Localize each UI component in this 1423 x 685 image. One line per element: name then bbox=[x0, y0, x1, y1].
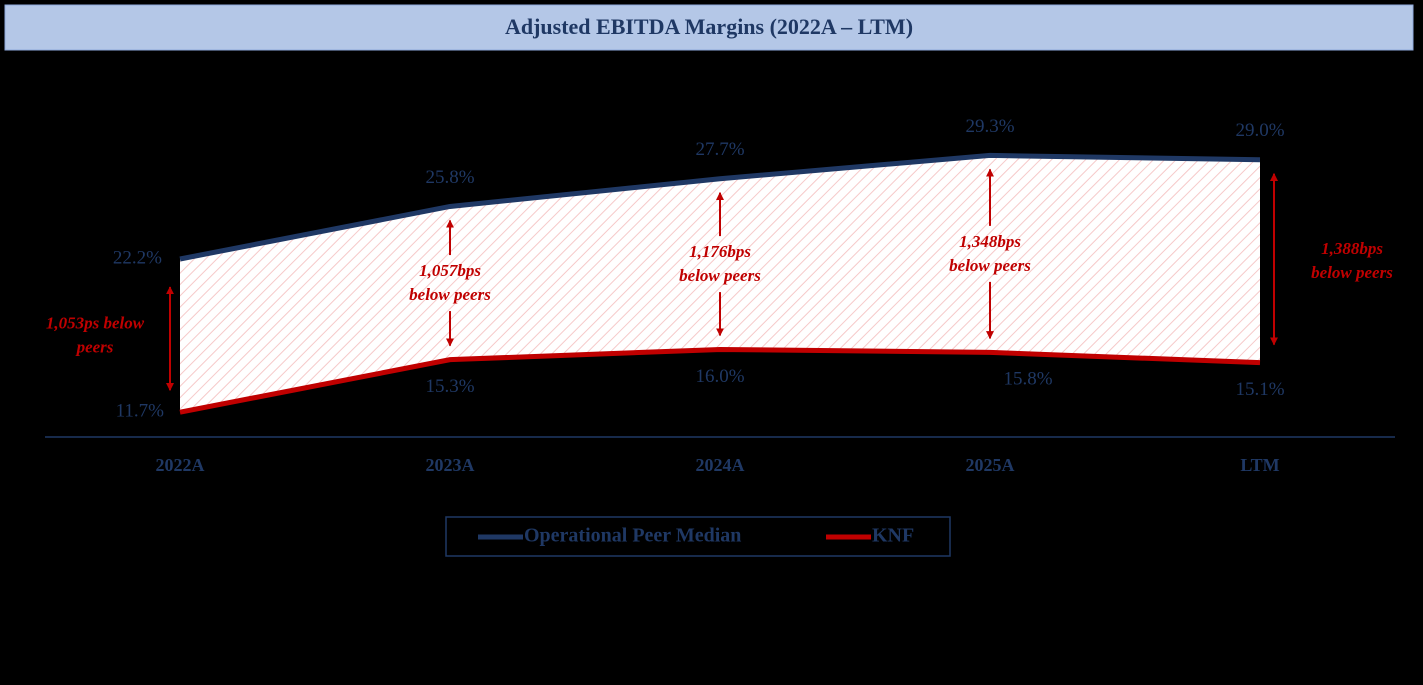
title-box bbox=[4, 4, 1414, 51]
value-label: 29.3% bbox=[965, 116, 1014, 137]
gap-annotation: 1,053ps below bbox=[46, 313, 145, 332]
legend-label: Operational Peer Median bbox=[524, 525, 741, 547]
chart-title: Adjusted EBITDA Margins (2022A – LTM) bbox=[505, 14, 913, 39]
x-tick-label: 2025A bbox=[966, 455, 1015, 475]
gap-annotation: 1,348bps bbox=[959, 232, 1021, 251]
x-tick-label: 2024A bbox=[696, 455, 745, 475]
value-label: 25.8% bbox=[425, 167, 474, 188]
gap-annotation: 1,057bps bbox=[419, 261, 481, 280]
value-label: 16.0% bbox=[695, 366, 744, 387]
value-label: 15.3% bbox=[425, 376, 474, 397]
value-label: 29.0% bbox=[1235, 120, 1284, 141]
series-line bbox=[179, 152, 1261, 262]
x-tick-label: LTM bbox=[1240, 455, 1279, 475]
value-label: 15.1% bbox=[1235, 379, 1284, 400]
value-label: 27.7% bbox=[695, 139, 744, 160]
gap-annotation: below peers bbox=[679, 266, 761, 285]
x-tick-label: 2022A bbox=[156, 455, 205, 475]
value-label: 22.2% bbox=[113, 247, 162, 268]
value-label: 11.7% bbox=[116, 401, 165, 422]
x-tick-label: 2023A bbox=[426, 455, 475, 475]
gap-annotation: below peers bbox=[949, 256, 1031, 275]
gap-annotation: 1,388bps bbox=[1321, 239, 1383, 258]
gap-annotation: below peers bbox=[409, 285, 491, 304]
gap-annotation: 1,176bps bbox=[689, 242, 751, 261]
legend-label: KNF bbox=[872, 525, 914, 547]
gap-annotation: peers bbox=[75, 337, 114, 356]
legend-box bbox=[445, 516, 951, 557]
gap-annotation: below peers bbox=[1311, 263, 1393, 282]
value-label: 15.8% bbox=[1003, 369, 1052, 390]
series-line bbox=[179, 346, 1261, 415]
